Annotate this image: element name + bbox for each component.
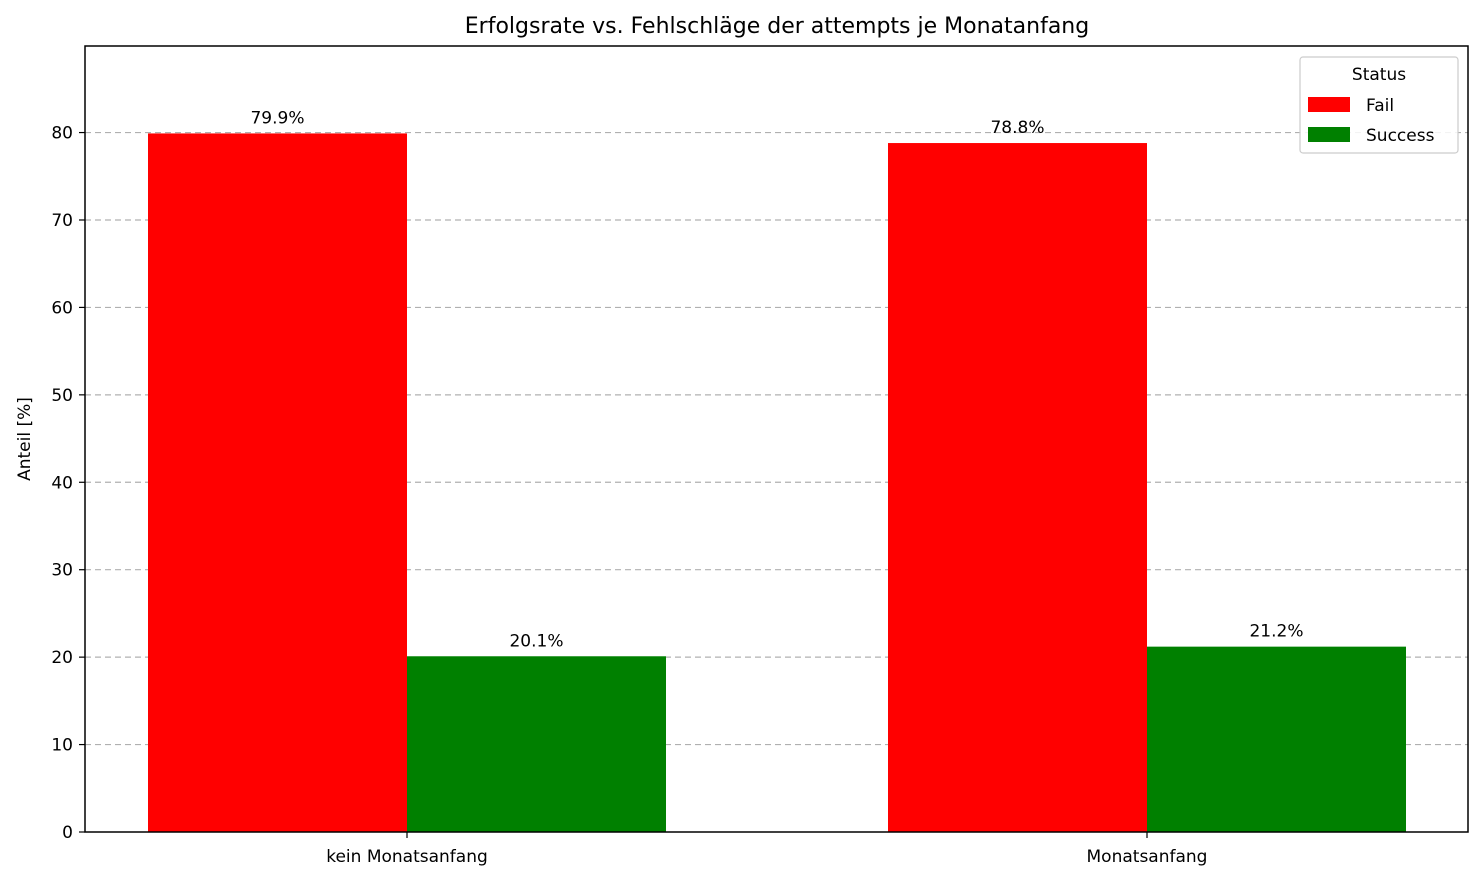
y-axis-ticks: 0 10 20 30 40 50 60 70 80 [51,124,85,843]
y-tick-label: 50 [51,386,73,406]
y-tick-label: 10 [51,736,73,756]
data-label: 20.1% [509,631,563,651]
x-tick-label: Monatsanfang [1087,847,1208,867]
legend-swatch-fail [1308,97,1350,112]
plot-frame [84,45,1469,833]
data-label: 78.8% [990,118,1044,138]
x-tick-label: kein Monatsanfang [326,847,488,867]
legend-title: Status [1352,65,1406,85]
data-labels: 79.9% 20.1% 78.8% 21.2% [250,108,1303,651]
legend: Status Fail Success [1299,56,1459,154]
legend-swatch-success [1308,127,1350,142]
chart-title: Erfolgsrate vs. Fehlschläge der attempts… [465,14,1089,39]
y-tick-label: 80 [51,124,73,144]
y-tick-label: 40 [51,473,73,493]
x-axis-ticks: kein Monatsanfang Monatsanfang [326,832,1207,867]
legend-entry-fail: Fail [1366,96,1394,116]
bar-success [1147,646,1406,832]
y-tick-label: 20 [51,648,73,668]
y-tick-label: 30 [51,561,73,581]
bars [148,133,1406,832]
bar-success [407,656,666,832]
data-label: 21.2% [1249,622,1303,642]
data-label: 79.9% [250,108,304,128]
y-axis-label: Anteil [%] [15,397,35,481]
bar-fail [148,133,407,832]
y-tick-label: 70 [51,211,73,231]
bar-fail [888,143,1147,832]
legend-entry-success: Success [1366,126,1435,146]
y-tick-label: 60 [51,298,73,318]
y-tick-label: 0 [62,823,73,843]
